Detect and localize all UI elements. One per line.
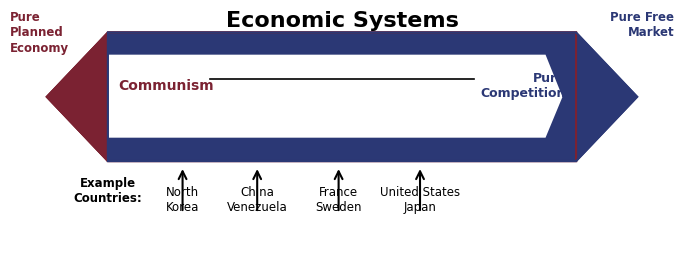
Text: Socialist
Leaning: Socialist Leaning: [235, 91, 293, 120]
Text: Capitalist
Leaning: Capitalist Leaning: [353, 91, 419, 120]
Text: Pure Free
Market: Pure Free Market: [610, 11, 674, 39]
Text: Economic Systems: Economic Systems: [226, 11, 458, 30]
Text: Pure
Competition: Pure Competition: [481, 72, 566, 100]
Text: United States
Japan: United States Japan: [380, 186, 460, 214]
Polygon shape: [108, 33, 637, 161]
Text: Mixed Economies: Mixed Economies: [287, 56, 397, 69]
Polygon shape: [122, 55, 577, 138]
Text: North
Korea: North Korea: [166, 186, 199, 214]
Polygon shape: [107, 55, 562, 138]
Text: China
Venezuela: China Venezuela: [227, 186, 287, 214]
Text: Example
Countries:: Example Countries:: [74, 176, 142, 205]
Text: Pure
Planned
Economy: Pure Planned Economy: [10, 11, 68, 55]
Text: Communism: Communism: [118, 80, 213, 94]
Polygon shape: [47, 33, 576, 161]
Text: France
Sweden: France Sweden: [315, 186, 362, 214]
